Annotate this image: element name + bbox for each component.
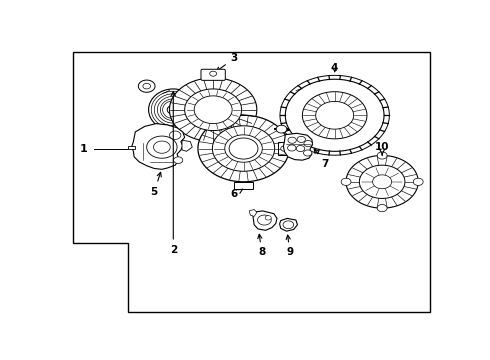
Polygon shape — [341, 178, 351, 185]
Polygon shape — [170, 78, 257, 141]
Polygon shape — [167, 105, 179, 114]
Polygon shape — [373, 175, 392, 189]
Polygon shape — [198, 115, 289, 182]
Polygon shape — [285, 79, 384, 151]
Text: 9: 9 — [286, 235, 294, 257]
Text: 3: 3 — [217, 53, 238, 71]
Polygon shape — [173, 157, 183, 163]
Text: 7: 7 — [314, 149, 329, 169]
Polygon shape — [210, 71, 217, 76]
Polygon shape — [143, 84, 150, 89]
Text: 10: 10 — [375, 142, 390, 155]
Polygon shape — [283, 133, 313, 160]
Polygon shape — [278, 141, 291, 156]
Polygon shape — [283, 221, 294, 229]
Polygon shape — [288, 137, 296, 143]
Polygon shape — [359, 165, 405, 198]
Polygon shape — [281, 146, 288, 151]
Polygon shape — [131, 123, 185, 169]
Text: 6: 6 — [230, 189, 243, 199]
Polygon shape — [229, 138, 258, 159]
Polygon shape — [288, 145, 296, 151]
Polygon shape — [304, 140, 312, 147]
Polygon shape — [182, 140, 192, 151]
Text: 5: 5 — [150, 172, 161, 197]
Polygon shape — [377, 152, 387, 159]
Polygon shape — [225, 135, 262, 162]
Text: 8: 8 — [258, 234, 266, 257]
Polygon shape — [138, 80, 155, 92]
Polygon shape — [185, 89, 242, 131]
Polygon shape — [316, 102, 354, 129]
Text: 4: 4 — [331, 63, 339, 73]
Polygon shape — [296, 145, 305, 152]
Bar — [128, 146, 135, 149]
Polygon shape — [234, 182, 253, 189]
Polygon shape — [302, 92, 367, 139]
Text: 1: 1 — [80, 144, 88, 153]
Ellipse shape — [148, 89, 198, 131]
Polygon shape — [346, 156, 418, 208]
Text: 2: 2 — [170, 91, 177, 255]
Polygon shape — [377, 204, 387, 212]
Polygon shape — [303, 150, 312, 156]
Polygon shape — [170, 131, 181, 139]
Polygon shape — [212, 126, 275, 171]
Polygon shape — [280, 219, 297, 231]
FancyBboxPatch shape — [201, 69, 225, 80]
Polygon shape — [194, 96, 232, 123]
Polygon shape — [297, 136, 305, 143]
Polygon shape — [253, 211, 277, 230]
Polygon shape — [413, 178, 423, 185]
Polygon shape — [249, 210, 257, 216]
Polygon shape — [265, 216, 271, 220]
Polygon shape — [276, 125, 287, 133]
Polygon shape — [258, 215, 271, 225]
Polygon shape — [147, 136, 177, 158]
Polygon shape — [153, 141, 170, 153]
